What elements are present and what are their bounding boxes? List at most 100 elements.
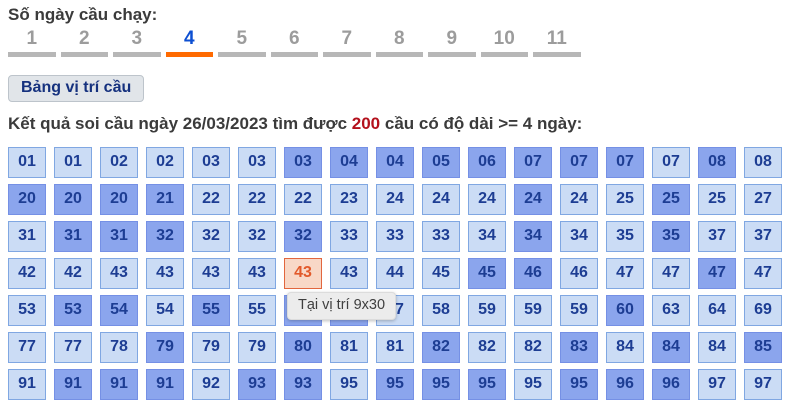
grid-cell[interactable]: 58 [422,295,460,326]
grid-cell[interactable]: 43 [238,258,276,289]
grid-cell[interactable]: 06 [468,147,506,178]
grid-cell-highlighted[interactable]: 43 [284,258,322,289]
tab-day-10[interactable]: 10 [480,28,528,57]
grid-cell[interactable]: 42 [8,258,46,289]
grid-cell[interactable]: 24 [422,184,460,215]
grid-cell[interactable]: 01 [8,147,46,178]
grid-cell[interactable]: 47 [698,258,736,289]
grid-cell[interactable]: 33 [330,221,368,252]
grid-cell[interactable]: 91 [8,369,46,400]
grid-cell[interactable]: 45 [468,258,506,289]
grid-cell[interactable]: 25 [698,184,736,215]
grid-cell[interactable]: 93 [238,369,276,400]
tab-day-6[interactable]: 6 [270,28,318,57]
tab-day-11[interactable]: 11 [533,28,581,57]
grid-cell[interactable]: 07 [652,147,690,178]
grid-cell[interactable]: 34 [468,221,506,252]
grid-cell[interactable]: 59 [468,295,506,326]
grid-cell[interactable]: 84 [652,332,690,363]
grid-cell[interactable]: 07 [514,147,552,178]
grid-cell[interactable]: 84 [606,332,644,363]
grid-cell[interactable]: 69 [744,295,782,326]
grid-cell[interactable]: 79 [238,332,276,363]
tab-day-8[interactable]: 8 [375,28,423,57]
grid-cell[interactable]: 47 [606,258,644,289]
grid-cell[interactable]: 07 [606,147,644,178]
grid-cell[interactable]: 02 [146,147,184,178]
grid-cell[interactable]: 07 [560,147,598,178]
grid-cell[interactable]: 97 [744,369,782,400]
grid-cell[interactable]: 23 [330,184,368,215]
grid-cell[interactable]: 22 [284,184,322,215]
grid-cell[interactable]: 82 [468,332,506,363]
grid-cell[interactable]: 08 [698,147,736,178]
grid-cell[interactable]: 78 [100,332,138,363]
grid-cell[interactable]: 08 [744,147,782,178]
grid-cell[interactable]: 43 [330,258,368,289]
grid-cell[interactable]: 02 [100,147,138,178]
grid-cell[interactable]: 05 [422,147,460,178]
grid-cell[interactable]: 20 [54,184,92,215]
grid-cell[interactable]: 24 [514,184,552,215]
grid-cell[interactable]: 43 [100,258,138,289]
grid-cell[interactable]: 64 [698,295,736,326]
grid-cell[interactable]: 95 [560,369,598,400]
grid-cell[interactable]: 46 [560,258,598,289]
grid-cell[interactable]: 80 [284,332,322,363]
grid-cell[interactable]: 31 [100,221,138,252]
grid-cell[interactable]: 82 [422,332,460,363]
grid-cell[interactable]: 77 [54,332,92,363]
grid-cell[interactable]: 33 [376,221,414,252]
grid-cell[interactable]: 53 [8,295,46,326]
tab-day-7[interactable]: 7 [323,28,371,57]
tab-day-9[interactable]: 9 [428,28,476,57]
grid-cell[interactable]: 77 [8,332,46,363]
grid-cell[interactable]: 34 [514,221,552,252]
grid-cell[interactable]: 55 [192,295,230,326]
grid-cell[interactable]: 63 [652,295,690,326]
grid-cell[interactable]: 54 [146,295,184,326]
grid-cell[interactable]: 35 [652,221,690,252]
grid-cell[interactable]: 55 [238,295,276,326]
grid-cell[interactable]: 91 [100,369,138,400]
grid-cell[interactable]: 04 [376,147,414,178]
grid-cell[interactable]: 59 [514,295,552,326]
grid-cell[interactable]: 35 [606,221,644,252]
grid-cell[interactable]: 47 [744,258,782,289]
grid-cell[interactable]: 42 [54,258,92,289]
grid-cell[interactable]: 97 [698,369,736,400]
grid-cell[interactable]: 79 [192,332,230,363]
grid-cell[interactable]: 84 [698,332,736,363]
grid-cell[interactable]: 43 [192,258,230,289]
grid-cell[interactable]: 22 [238,184,276,215]
grid-cell[interactable]: 34 [560,221,598,252]
grid-cell[interactable]: 83 [560,332,598,363]
grid-cell[interactable]: 20 [100,184,138,215]
grid-cell[interactable]: 32 [146,221,184,252]
grid-cell[interactable]: 27 [744,184,782,215]
grid-cell[interactable]: 44 [376,258,414,289]
grid-cell[interactable]: 37 [744,221,782,252]
grid-cell[interactable]: 93 [284,369,322,400]
bridge-position-table-button[interactable]: Bảng vị trí cầu [8,75,145,102]
grid-cell[interactable]: 54 [100,295,138,326]
grid-cell[interactable]: 25 [652,184,690,215]
tab-day-5[interactable]: 5 [218,28,266,57]
grid-cell[interactable]: 03 [284,147,322,178]
tab-day-4[interactable]: 4 [165,28,213,57]
grid-cell[interactable]: 95 [330,369,368,400]
grid-cell[interactable]: 24 [468,184,506,215]
grid-cell[interactable]: 91 [146,369,184,400]
grid-cell[interactable]: 92 [192,369,230,400]
grid-cell[interactable]: 37 [698,221,736,252]
grid-cell[interactable]: 45 [422,258,460,289]
grid-cell[interactable]: 81 [330,332,368,363]
grid-cell[interactable]: 01 [54,147,92,178]
grid-cell[interactable]: 33 [422,221,460,252]
tab-day-2[interactable]: 2 [60,28,108,57]
grid-cell[interactable]: 22 [192,184,230,215]
grid-cell[interactable]: 59 [560,295,598,326]
grid-cell[interactable]: 32 [192,221,230,252]
grid-cell[interactable]: 79 [146,332,184,363]
grid-cell[interactable]: 04 [330,147,368,178]
